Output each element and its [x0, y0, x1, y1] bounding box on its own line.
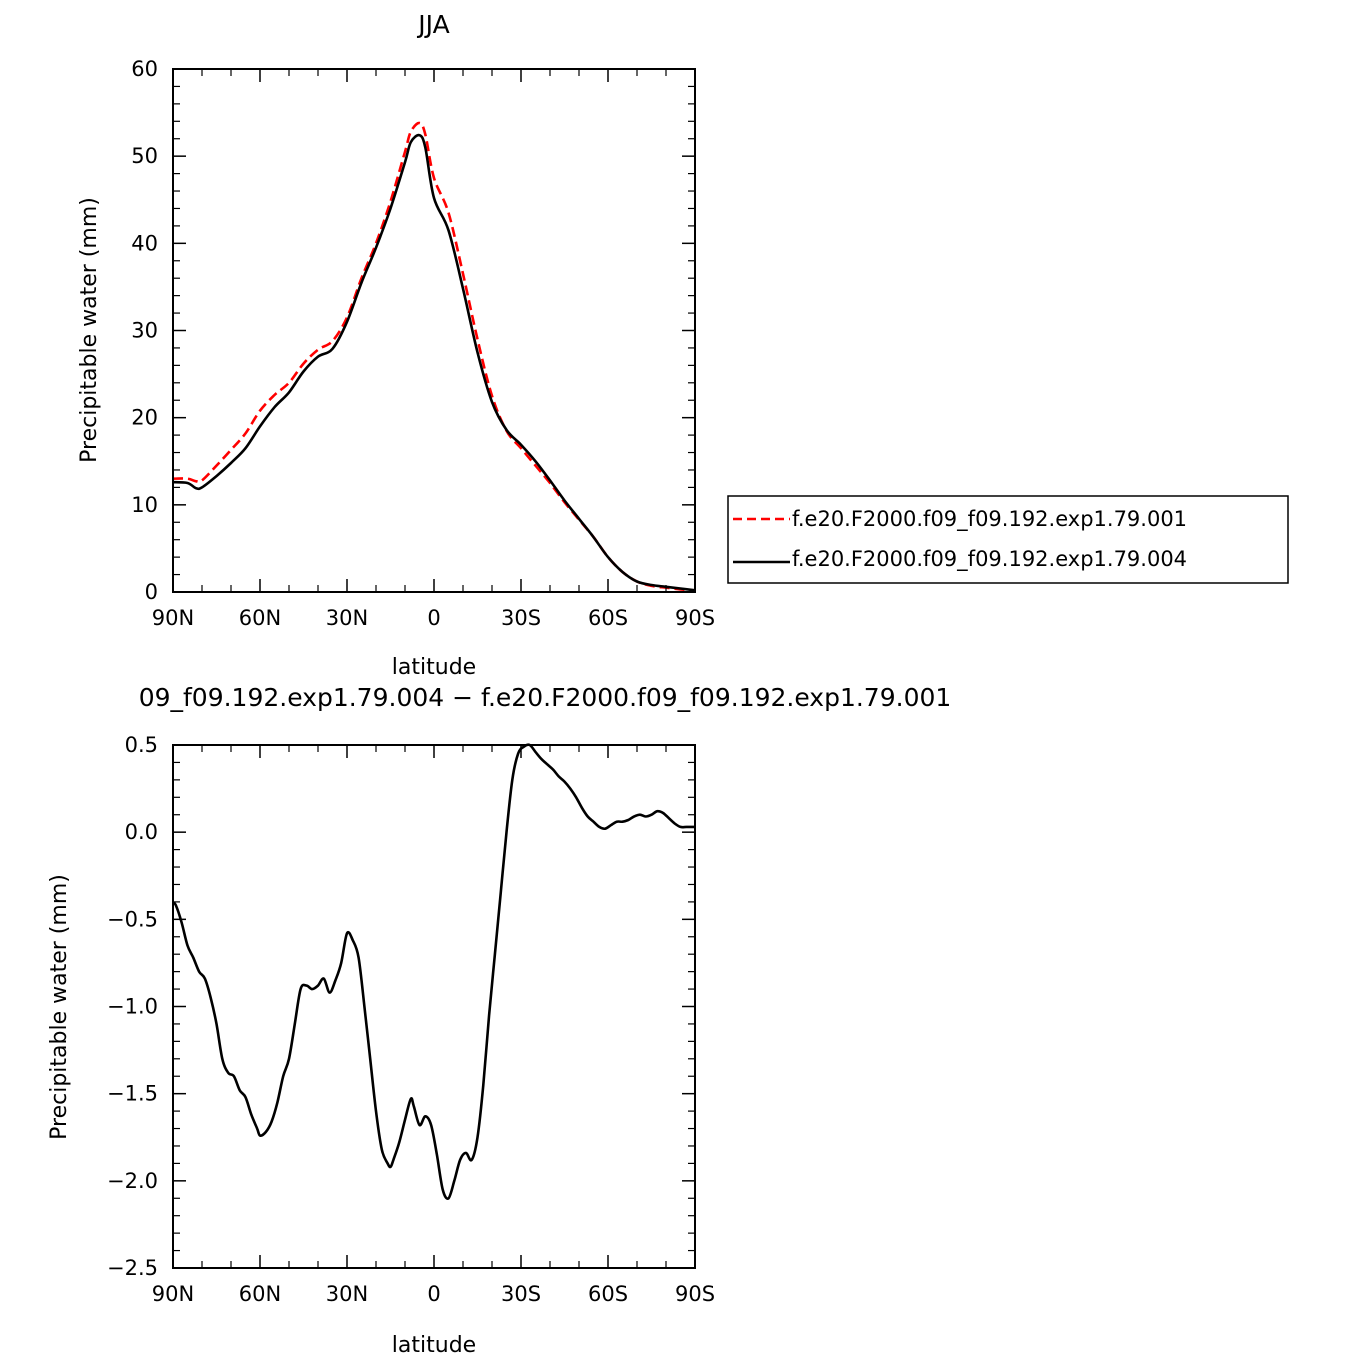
bottom-x-tick-label: 90N: [152, 1282, 194, 1306]
precipitable-water-chart: JJA Precipitable water (mm) latitude 90N…: [77, 10, 715, 680]
bottom-x-tick-label: 60S: [588, 1282, 628, 1306]
x-axis-title: latitude: [392, 655, 476, 680]
top-y-tick-label: 60: [131, 57, 158, 81]
bottom-y-tick-label: −1.0: [107, 995, 158, 1019]
legend-frame: [727, 495, 1289, 584]
difference-x-axis-title: latitude: [392, 1333, 476, 1358]
y-axis-title: Precipitable water (mm): [77, 197, 102, 463]
bottom-y-tick-label: 0.0: [125, 820, 158, 844]
legend: f.e20.F2000.f09_f09.192.exp1.79.001 f.e2…: [727, 495, 1289, 584]
bottom-x-tick-label: 0: [427, 1282, 440, 1306]
top-y-tick-label: 20: [131, 406, 158, 430]
difference-plot-frame: [172, 744, 696, 1269]
legend-label-series-2: f.e20.F2000.f09_f09.192.exp1.79.004: [792, 547, 1187, 572]
bottom-x-tick-label: 90S: [675, 1282, 715, 1306]
bottom-y-tick-label: 0.5: [125, 733, 158, 757]
top-x-tick-label: 30N: [326, 606, 368, 630]
bottom-y-tick-label: −2.5: [107, 1256, 158, 1280]
top-x-tick-label: 0: [427, 606, 440, 630]
bottom-x-tick-label: 30N: [326, 1282, 368, 1306]
top-series-line-2: [172, 133, 696, 592]
top-y-tick-label: 30: [131, 319, 158, 343]
chart-title: JJA: [416, 10, 449, 39]
top-x-tick-label: 60N: [239, 606, 281, 630]
top-x-tick-label: 90N: [152, 606, 194, 630]
top-y-tick-label: 40: [131, 231, 158, 255]
difference-y-axis-title: Precipitable water (mm): [47, 874, 72, 1140]
bottom-series-line-1: [172, 743, 695, 1200]
bottom-y-tick-label: −0.5: [107, 907, 158, 931]
difference-chart-title: 09_f09.192.exp1.79.004 − f.e20.F2000.f09…: [139, 683, 952, 712]
legend-label-series-1: f.e20.F2000.f09_f09.192.exp1.79.001: [792, 507, 1187, 532]
top-y-tick-label: 10: [131, 493, 158, 517]
top-y-tick-label: 0: [145, 580, 158, 604]
bottom-x-tick-label: 60N: [239, 1282, 281, 1306]
bottom-y-tick-label: −1.5: [107, 1082, 158, 1106]
top-x-tick-label: 90S: [675, 606, 715, 630]
bottom-x-tick-label: 30S: [501, 1282, 541, 1306]
top-x-tick-label: 60S: [588, 606, 628, 630]
top-y-tick-label: 50: [131, 144, 158, 168]
bottom-y-tick-label: −2.0: [107, 1169, 158, 1193]
plot-frame: [172, 68, 696, 593]
difference-chart: 09_f09.192.exp1.79.004 − f.e20.F2000.f09…: [47, 683, 951, 1358]
top-x-tick-label: 30S: [501, 606, 541, 630]
